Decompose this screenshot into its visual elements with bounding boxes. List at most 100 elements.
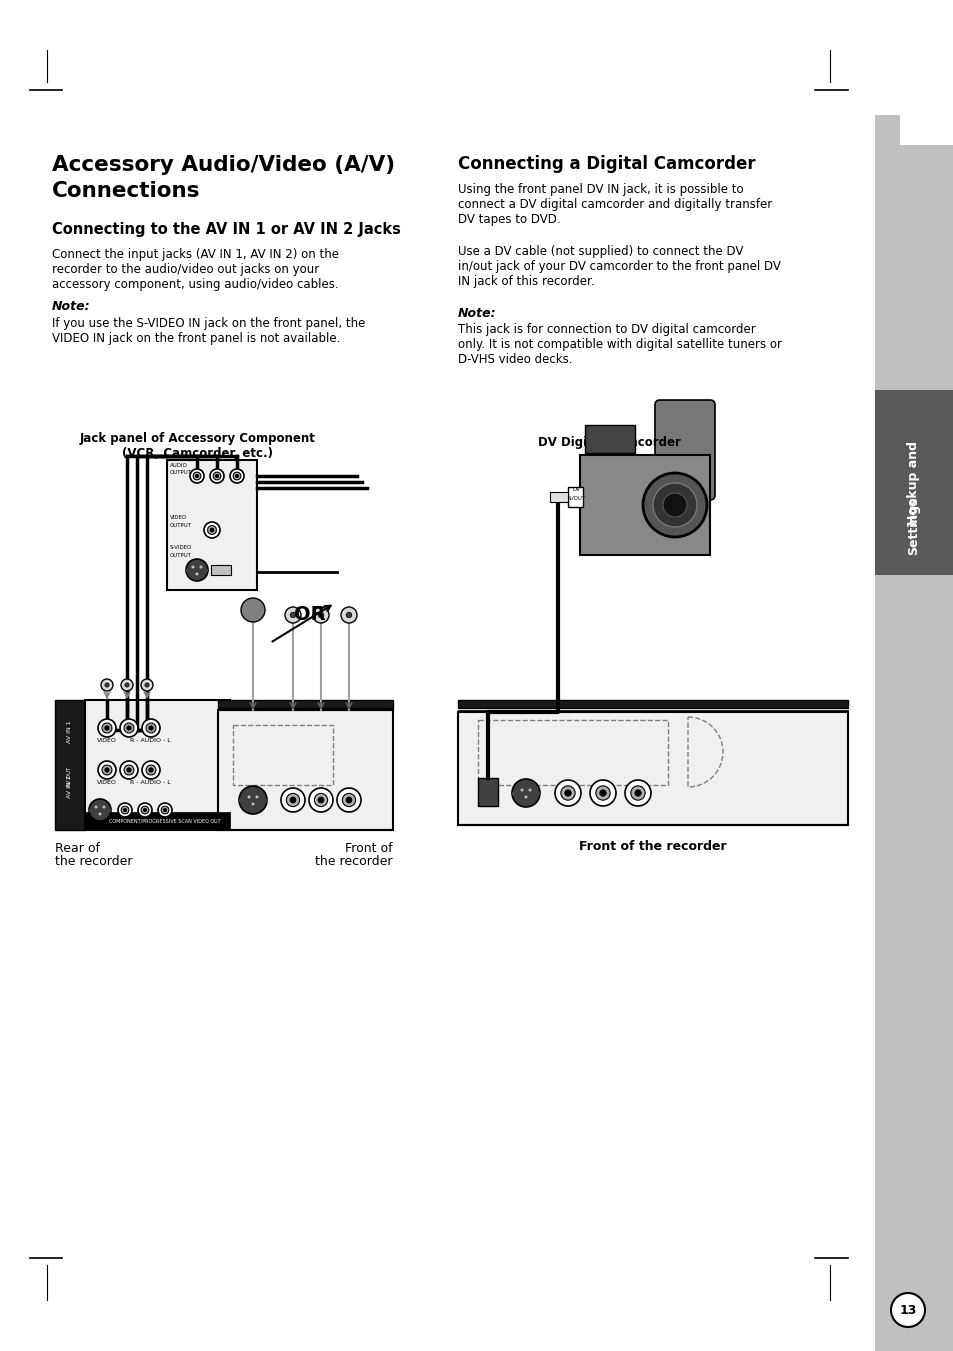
Circle shape	[340, 607, 356, 623]
Circle shape	[199, 566, 202, 569]
Circle shape	[105, 767, 110, 773]
Text: the recorder: the recorder	[55, 855, 132, 867]
Circle shape	[512, 780, 539, 807]
Text: Connecting to the AV IN 1 or AV IN 2 Jacks: Connecting to the AV IN 1 or AV IN 2 Jac…	[52, 222, 400, 236]
Bar	[85, 812, 230, 830]
Circle shape	[528, 789, 531, 792]
Circle shape	[215, 474, 218, 478]
Circle shape	[290, 797, 295, 802]
Circle shape	[313, 607, 329, 623]
Text: R - AUDIO - L: R - AUDIO - L	[130, 780, 171, 785]
Circle shape	[520, 789, 523, 792]
Text: OUTPUT: OUTPUT	[170, 470, 192, 476]
Circle shape	[346, 797, 352, 802]
Circle shape	[141, 807, 149, 813]
Circle shape	[255, 796, 258, 798]
Circle shape	[195, 573, 198, 576]
Circle shape	[239, 786, 267, 815]
Text: Front of: Front of	[345, 842, 393, 855]
Bar	[567, 486, 582, 507]
Circle shape	[102, 805, 106, 808]
Circle shape	[210, 469, 224, 484]
Circle shape	[193, 471, 201, 480]
Circle shape	[142, 761, 160, 780]
Circle shape	[123, 808, 127, 812]
Circle shape	[127, 725, 132, 731]
Text: OR: OR	[294, 605, 326, 624]
Text: Use a DV cable (not supplied) to connect the DV: Use a DV cable (not supplied) to connect…	[457, 245, 742, 258]
Circle shape	[149, 767, 153, 773]
Circle shape	[98, 761, 116, 780]
Circle shape	[146, 765, 155, 775]
Text: (VCR, Camcorder, etc.): (VCR, Camcorder, etc.)	[122, 447, 274, 459]
Circle shape	[204, 521, 220, 538]
Bar	[874, 390, 953, 576]
Circle shape	[235, 474, 238, 478]
Circle shape	[195, 474, 198, 478]
Circle shape	[190, 469, 204, 484]
Circle shape	[285, 607, 301, 623]
Bar	[186, 569, 208, 571]
Text: D-VHS video decks.: D-VHS video decks.	[457, 353, 572, 366]
Text: VIDEO IN jack on the front panel is not available.: VIDEO IN jack on the front panel is not …	[52, 332, 340, 345]
Text: Note:: Note:	[457, 307, 497, 320]
Circle shape	[121, 680, 132, 690]
Circle shape	[121, 807, 129, 813]
Circle shape	[124, 723, 133, 734]
Circle shape	[564, 790, 571, 796]
Circle shape	[125, 682, 129, 688]
Circle shape	[560, 786, 575, 800]
Circle shape	[555, 780, 580, 807]
Text: AV IN 1: AV IN 1	[68, 720, 72, 743]
Bar	[579, 455, 709, 555]
Bar	[874, 0, 953, 115]
Bar	[874, 0, 953, 1351]
Circle shape	[342, 793, 355, 807]
Circle shape	[630, 786, 644, 800]
FancyBboxPatch shape	[655, 400, 714, 500]
Circle shape	[192, 566, 194, 569]
Circle shape	[89, 798, 111, 821]
Text: AV OUT: AV OUT	[68, 767, 72, 788]
Circle shape	[524, 796, 527, 798]
Text: OUTPUT: OUTPUT	[170, 523, 192, 528]
Circle shape	[149, 725, 153, 731]
Text: Rear of: Rear of	[55, 842, 100, 855]
Circle shape	[120, 719, 138, 738]
Circle shape	[346, 612, 352, 617]
Bar	[550, 492, 567, 503]
Circle shape	[233, 471, 240, 480]
Text: IN jack of this recorder.: IN jack of this recorder.	[457, 276, 594, 288]
Text: only. It is not compatible with digital satellite tuners or: only. It is not compatible with digital …	[457, 338, 781, 351]
Circle shape	[141, 680, 152, 690]
Text: Jack panel of Accessory Component: Jack panel of Accessory Component	[80, 432, 315, 444]
Text: Settings: Settings	[906, 497, 920, 555]
Bar	[512, 792, 539, 794]
Bar	[167, 459, 256, 590]
Bar	[211, 565, 231, 576]
Circle shape	[662, 493, 686, 517]
Bar	[584, 426, 635, 453]
Circle shape	[142, 719, 160, 738]
Text: COMPONENT/PROGRESSIVE SCAN VIDEO OUT: COMPONENT/PROGRESSIVE SCAN VIDEO OUT	[109, 819, 220, 824]
Bar	[457, 700, 847, 708]
Circle shape	[102, 723, 112, 734]
Circle shape	[599, 790, 605, 796]
Circle shape	[281, 788, 305, 812]
Circle shape	[161, 807, 169, 813]
Circle shape	[120, 761, 138, 780]
Circle shape	[158, 802, 172, 817]
Circle shape	[634, 790, 640, 796]
Circle shape	[145, 682, 149, 688]
Bar	[218, 700, 393, 708]
Circle shape	[124, 765, 133, 775]
Circle shape	[138, 802, 152, 817]
Circle shape	[241, 598, 265, 621]
Text: Connecting a Digital Camcorder: Connecting a Digital Camcorder	[457, 155, 755, 173]
Circle shape	[652, 484, 697, 527]
Bar	[55, 700, 85, 830]
Text: This jack is for connection to DV digital camcorder: This jack is for connection to DV digita…	[457, 323, 755, 336]
Text: connect a DV digital camcorder and digitally transfer: connect a DV digital camcorder and digit…	[457, 199, 771, 211]
Circle shape	[98, 719, 116, 738]
Circle shape	[290, 612, 295, 617]
